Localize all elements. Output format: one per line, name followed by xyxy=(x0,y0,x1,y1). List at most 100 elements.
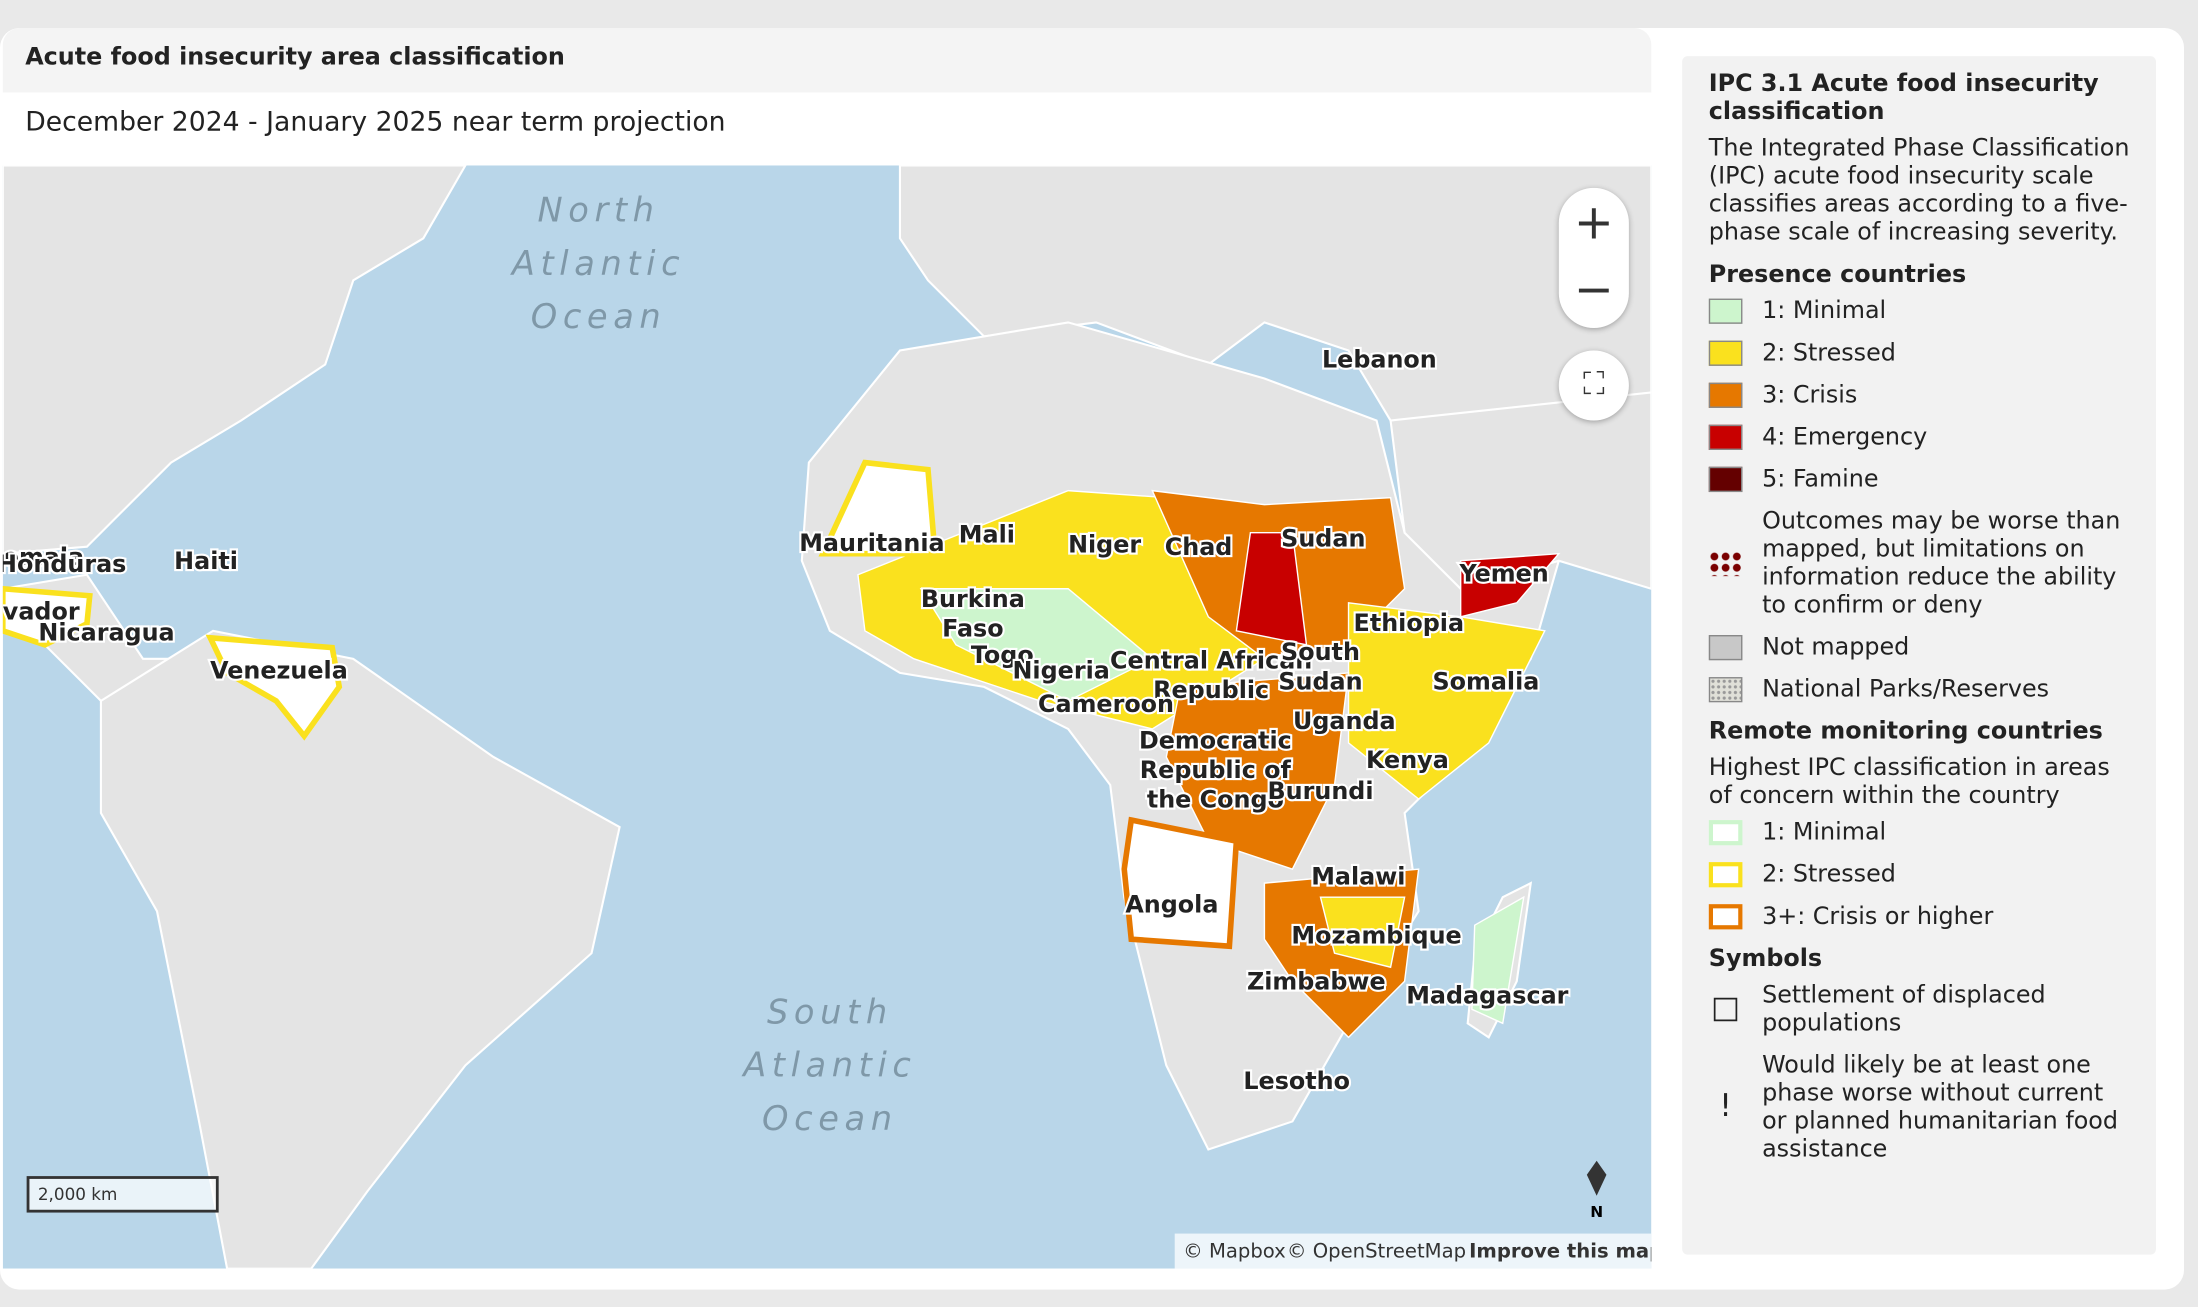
north-label: N xyxy=(1590,1203,1603,1221)
legend-item: ! Would likely be at least one phase wors… xyxy=(1709,1051,2131,1163)
legend-swatch xyxy=(1708,820,1743,846)
country-label: Central African xyxy=(1110,647,1312,675)
country-label: Mauritania xyxy=(799,529,944,557)
country-label: Malawi xyxy=(1311,863,1405,891)
legend-label: 2: Stressed xyxy=(1762,860,1896,889)
country-label: Somalia xyxy=(1432,668,1539,696)
country-label: Chad xyxy=(1165,533,1233,561)
zoom-out[interactable]: − xyxy=(1573,262,1614,319)
ocean-labels: North Atlantic Ocean South Atlantic Ocean xyxy=(510,190,916,1138)
country-label: Republic xyxy=(1153,676,1269,704)
legend-swatch xyxy=(1708,340,1743,366)
legend-label: Outcomes may be worse than mapped, but l… xyxy=(1762,507,2121,620)
country-label: Haiti xyxy=(174,547,238,575)
legend-item: 1: Minimal xyxy=(1708,818,2131,847)
country-label: Madagascar xyxy=(1406,982,1568,1010)
legend-section-description: Highest IPC classification in areas of c… xyxy=(1708,754,2110,811)
country-label: Nicaragua xyxy=(38,619,174,647)
country-label: Sudan xyxy=(1281,525,1365,553)
zoom-in[interactable]: + xyxy=(1573,194,1614,251)
legend-label: 4: Emergency xyxy=(1762,423,1928,452)
header-bar xyxy=(2,28,1652,93)
north-arrow xyxy=(1586,1160,1607,1196)
legend-symbol: □ xyxy=(1711,991,1741,1027)
legend-label: Would likely be at least one phase worse… xyxy=(1762,1051,2119,1164)
map[interactable]: North Atlantic Ocean South Atlantic Ocean Mau… xyxy=(2,165,1652,1269)
legend-item: 1: Minimal xyxy=(1708,297,2131,326)
scale-label: 2,000 km xyxy=(38,1184,118,1204)
legend-swatch xyxy=(1708,424,1743,450)
legend: IPC 3.1 Acute food insecurity classifica… xyxy=(1682,56,2156,1255)
country-label: Mali xyxy=(959,520,1015,548)
legend-item: 3+: Crisis or higher xyxy=(1708,902,2131,931)
country-label: Nigeria xyxy=(1012,656,1109,684)
attribution-link[interactable]: Improve this map xyxy=(1469,1239,1651,1262)
country-label: Togo xyxy=(971,641,1034,669)
legend-section-title: Remote monitoring countries xyxy=(1708,717,2103,746)
country-label: Ethiopia xyxy=(1354,609,1464,637)
legend-label: 3+: Crisis or higher xyxy=(1762,902,1994,931)
country-label: Niger xyxy=(1068,530,1141,558)
attribution: © Mapbox xyxy=(1183,1239,1286,1262)
legend-item: □ Settlement of displaced populations xyxy=(1709,981,2131,1037)
country-label: vador xyxy=(3,598,80,626)
legend-swatch xyxy=(1708,550,1743,577)
legend-title: IPC 3.1 Acute food insecurity classifica… xyxy=(1708,70,2099,127)
country-label: Angola xyxy=(1125,891,1218,919)
country-label: Lebanon xyxy=(1322,345,1437,373)
legend-item: 4: Emergency xyxy=(1708,423,2131,452)
legend-swatch xyxy=(1708,862,1743,888)
scale-bar xyxy=(26,1176,219,1213)
country-label: Kenya xyxy=(1366,746,1449,774)
country-label: Lesotho xyxy=(1243,1067,1350,1095)
zoom-control: + − xyxy=(1558,187,1629,329)
country-label: emala xyxy=(3,543,84,571)
legend-label: 1: Minimal xyxy=(1762,297,1887,326)
country-label: Faso xyxy=(942,614,1004,642)
legend-label: 3: Crisis xyxy=(1762,381,1858,410)
country-labels: Mauritania Mali Niger Chad Sudan Yemen Lebanon… xyxy=(3,343,1571,1097)
legend-item: 2: Stressed xyxy=(1708,860,2131,889)
ocean-label: South xyxy=(767,992,893,1031)
legend-label: Not mapped xyxy=(1762,633,1910,662)
country-label: South xyxy=(1281,638,1360,666)
legend-swatch xyxy=(1708,466,1743,493)
country-label: Uganda xyxy=(1293,707,1396,735)
attribution: © OpenStreetMap xyxy=(1287,1239,1466,1262)
legend-label: Settlement of displaced populations xyxy=(1762,981,2046,1038)
legend-section-title: Presence countries xyxy=(1708,260,1967,289)
legend-content: IPC 3.1 Acute food insecurity classifica… xyxy=(1682,56,2156,1163)
legend-swatch xyxy=(1708,904,1743,930)
legend-swatch xyxy=(1708,298,1743,324)
legend-label: 1: Minimal xyxy=(1762,818,1887,847)
ocean-label: Atlantic xyxy=(741,1046,916,1085)
country-label: the Congo xyxy=(1147,785,1284,813)
legend-swatch xyxy=(1708,635,1743,661)
subtitle: December 2024 - January 2025 near term p… xyxy=(25,106,726,138)
ocean-label: Ocean xyxy=(762,1099,898,1138)
country-label: Burkina xyxy=(921,585,1025,613)
legend-item: Outcomes may be worse than mapped, but l… xyxy=(1708,507,2131,620)
legend-item: 2: Stressed xyxy=(1708,339,2131,367)
fullscreen-button[interactable]: ⛶ xyxy=(1558,350,1629,421)
legend-item: 5: Famine xyxy=(1708,465,2131,494)
legend-symbol: ! xyxy=(1719,1089,1732,1125)
country-label: Democratic xyxy=(1139,727,1292,755)
legend-item: Not mapped xyxy=(1708,633,2131,662)
country-label: Zimbabwe xyxy=(1247,968,1386,996)
ocean-label: North xyxy=(538,190,660,229)
legend-swatch xyxy=(1708,382,1743,408)
attribution-bg xyxy=(1174,1233,1652,1269)
country-label: Republic of xyxy=(1140,756,1292,784)
country-label: Cameroon xyxy=(1038,690,1174,718)
legend-label: National Parks/Reserves xyxy=(1762,675,2050,704)
legend-swatch xyxy=(1708,677,1743,703)
ocean-label: Atlantic xyxy=(510,244,685,283)
legend-item: 3: Crisis xyxy=(1708,381,2131,410)
country-label: Honduras xyxy=(3,550,127,578)
title: Acute food insecurity area classificatio… xyxy=(25,43,565,72)
legend-label: 5: Famine xyxy=(1762,465,1879,494)
country-label: Venezuela xyxy=(210,656,348,684)
country-label: Yemen xyxy=(1459,560,1549,588)
